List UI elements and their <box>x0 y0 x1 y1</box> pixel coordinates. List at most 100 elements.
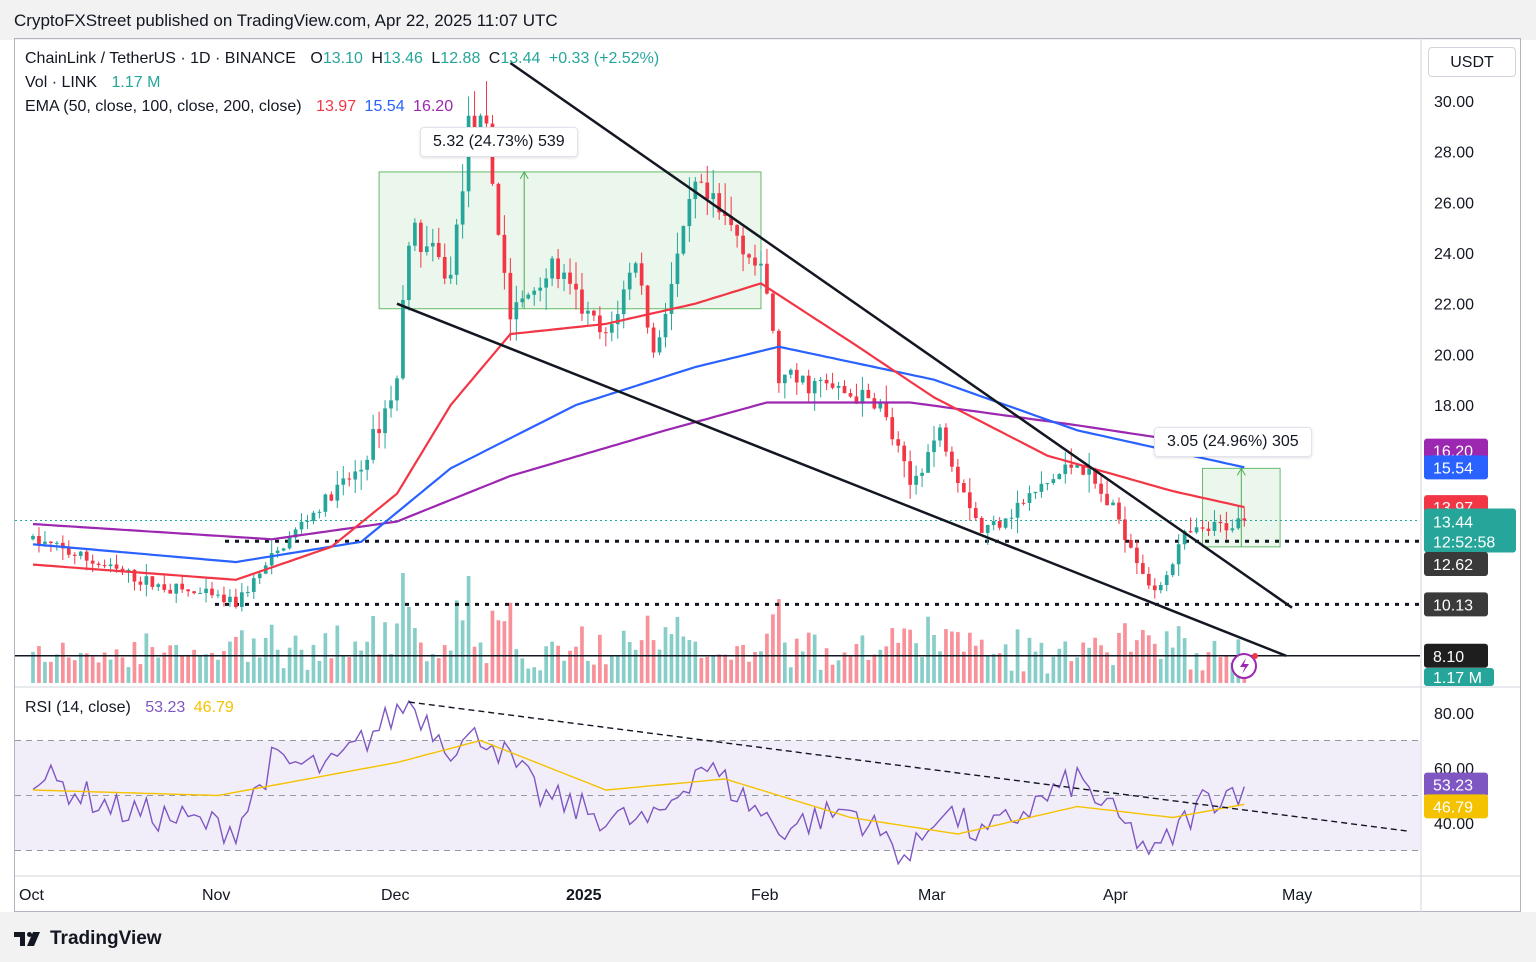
candle <box>514 302 519 320</box>
volume-bar <box>377 654 381 683</box>
candle <box>991 521 996 526</box>
volume-bar <box>884 646 889 683</box>
candle <box>281 548 286 551</box>
candle <box>55 542 59 544</box>
volume-bar <box>180 655 185 683</box>
candle <box>162 584 167 590</box>
rsi-line <box>32 699 1245 866</box>
candle <box>341 478 346 485</box>
candle <box>759 263 763 266</box>
volume-badge: 1.17 M <box>1433 670 1482 687</box>
volume-bar <box>287 647 292 683</box>
volume-bar <box>782 642 787 683</box>
candle <box>114 564 119 569</box>
volume-bar <box>806 632 811 683</box>
publisher-text: CryptoFXStreet published on TradingView.… <box>14 11 558 30</box>
volume-bar <box>1224 655 1229 683</box>
last-price-badge: 13.44 <box>1433 515 1473 532</box>
legend-ema50: 13.97 <box>316 98 357 115</box>
candle <box>96 563 101 566</box>
candle <box>144 576 149 585</box>
volume-bar <box>114 649 119 683</box>
candle <box>251 578 256 592</box>
candle <box>323 494 328 512</box>
candle <box>1194 527 1199 533</box>
volume-bar <box>419 642 423 683</box>
candle <box>609 324 614 333</box>
volume-bar <box>621 630 626 683</box>
candle <box>1105 493 1109 506</box>
candle <box>275 550 280 554</box>
candle <box>741 235 745 255</box>
volume-bar <box>699 657 704 683</box>
volume-bar <box>1158 658 1163 683</box>
candle <box>1063 464 1068 475</box>
volume-bar <box>96 662 101 683</box>
candle <box>747 254 751 258</box>
candle <box>371 429 375 460</box>
volume-bar <box>1188 669 1193 683</box>
candle <box>705 182 710 200</box>
candle <box>413 222 417 246</box>
volume-bar <box>37 646 41 683</box>
ema50-line <box>32 282 1245 581</box>
volume-bar <box>729 659 733 683</box>
candle <box>1152 585 1157 591</box>
price-badge-4: 12.62 <box>1433 557 1473 574</box>
candle <box>800 375 805 383</box>
candle <box>693 181 698 200</box>
volume-bar <box>204 654 208 683</box>
volume-bar <box>502 621 507 683</box>
candle <box>1129 539 1133 548</box>
volume-bar <box>1230 662 1235 683</box>
price-badge-5-bg <box>1424 592 1488 617</box>
volume-bar <box>1033 651 1038 683</box>
countdown-badge: 12:52:58 <box>1433 535 1495 552</box>
volume-bar <box>514 649 519 683</box>
volume-bar <box>592 664 596 683</box>
volume-bar <box>120 657 125 683</box>
tradingview-logo[interactable]: TradingView <box>14 928 162 950</box>
candle <box>526 294 531 299</box>
legend-close-label: C <box>488 50 501 67</box>
price-badge-1: 15.54 <box>1433 460 1473 477</box>
candle <box>1051 479 1056 484</box>
legend-rsi-value: 53.23 <box>145 699 186 716</box>
candle <box>711 193 716 200</box>
currency-button[interactable]: USDT <box>1428 47 1516 77</box>
legend-low-label: L <box>431 50 441 67</box>
volume-bar <box>609 655 614 683</box>
volume-bar <box>717 654 722 683</box>
candle <box>550 258 554 279</box>
candle <box>1176 544 1181 565</box>
volume-bar <box>788 667 793 683</box>
candle <box>884 402 889 418</box>
candle <box>920 472 924 476</box>
time-tick: Nov <box>202 887 230 904</box>
candle <box>60 542 65 549</box>
volume-bar <box>460 620 465 683</box>
legend-open: 13.10 <box>322 50 363 67</box>
volume-bar <box>323 633 328 683</box>
volume-bar <box>777 599 781 683</box>
volume-bar <box>1135 640 1139 683</box>
volume-bar <box>872 654 877 683</box>
volume-bar <box>896 642 901 683</box>
candle <box>1188 531 1193 533</box>
volume-bar <box>1051 656 1056 683</box>
volume-bar <box>639 640 644 683</box>
range-arrowhead-1 <box>1236 467 1246 476</box>
candle <box>812 380 817 394</box>
volume-bar <box>991 654 996 683</box>
volume-bar <box>1182 638 1187 683</box>
time-tick: Dec <box>381 887 409 904</box>
candle <box>269 553 274 566</box>
volume-bar <box>222 651 226 683</box>
candle <box>156 584 161 587</box>
volume-bar <box>478 642 483 683</box>
volume-bar <box>407 606 411 683</box>
time-tick: Apr <box>1103 887 1129 904</box>
candle <box>657 337 662 353</box>
time-tick: 2025 <box>566 887 602 904</box>
